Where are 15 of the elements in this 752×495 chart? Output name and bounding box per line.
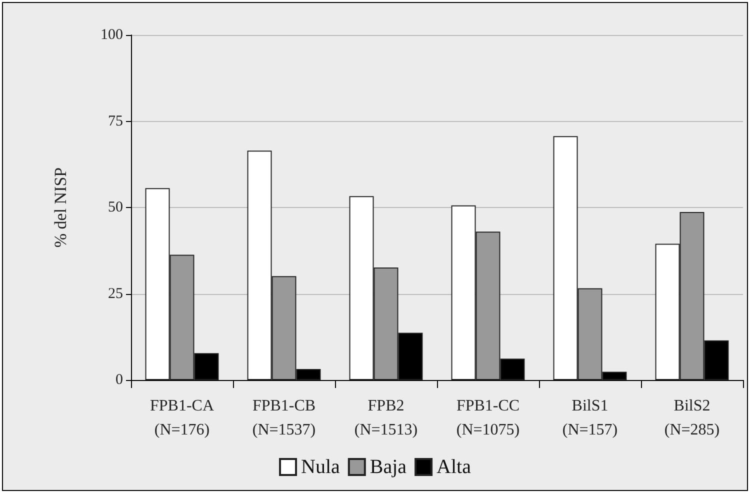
x-tick-label: BilS2 (N=285)	[664, 398, 720, 438]
y-tick-label: 50	[108, 200, 123, 216]
legend-label: Alta	[436, 456, 472, 478]
x-tick-label: FPB1-CC (N=1075)	[456, 398, 520, 438]
y-tick-label: 100	[100, 27, 123, 43]
y-tick-label: 0	[116, 372, 123, 388]
y-tick-label: 75	[108, 113, 123, 130]
x-tick-label: FPB1-CB (N=1537)	[252, 398, 316, 438]
x-tick-label: FPB1-CA (N=176)	[150, 398, 214, 438]
legend-label: Nula	[301, 456, 340, 478]
x-tick-label: FPB2 (N=1513)	[354, 398, 418, 438]
y-tick-label: 25	[108, 286, 123, 302]
y-axis-title: % del NISP	[51, 167, 70, 248]
legend-label: Baja	[370, 456, 407, 478]
x-tick-label: BilS1 (N=157)	[562, 398, 618, 438]
